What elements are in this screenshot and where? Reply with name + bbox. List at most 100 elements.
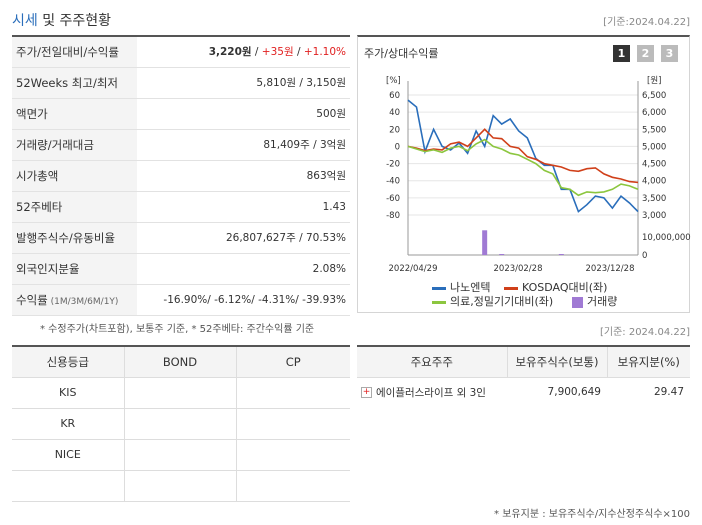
quote-row-price: 주가/전일대비/수익률 3,220원 / +35원 / +1.10% — [12, 37, 350, 68]
quote-label: 주가/전일대비/수익률 — [12, 37, 137, 67]
quote-row-foreign: 외국인지분율 2.08% — [12, 254, 350, 285]
agency-cell: KR — [12, 408, 124, 440]
table-row: NICE — [12, 439, 350, 471]
quote-label: 외국인지분율 — [12, 254, 137, 284]
quote-label: 52Weeks 최고/최저 — [12, 68, 137, 98]
legend-item: KOSDAQ대비(좌) — [504, 279, 607, 295]
volume-tick-label: 0 — [642, 251, 647, 261]
column-header: 주요주주 — [357, 346, 507, 378]
chart-page-2-button[interactable]: 2 — [637, 45, 654, 62]
quote-label: 액면가 — [12, 99, 137, 129]
legend-item: 나노엔텍 — [432, 279, 490, 295]
bond-cell — [123, 470, 236, 502]
left-tick-label: -40 — [386, 177, 400, 187]
volume-tick-label: 10,000,000 — [642, 233, 691, 243]
right-tick-label: 3,500 — [642, 194, 666, 204]
chart-page-3-button[interactable]: 3 — [661, 45, 678, 62]
column-header: 신용등급 — [12, 346, 124, 378]
left-axis-unit: [%] — [386, 76, 401, 86]
quote-value: 26,807,627주 / 70.53% — [225, 232, 346, 244]
column-header: 보유지분(%) — [606, 346, 690, 378]
bond-cell — [123, 439, 236, 471]
quote-row-market-cap: 시가총액 863억원 — [12, 161, 350, 192]
quote-value: 1.43 — [322, 201, 346, 213]
left-tick-label: 20 — [389, 125, 400, 135]
table-row: + 에이플러스라이프 외 3인 7,900,649 29.47 — [357, 377, 690, 407]
change-value: +35원 — [261, 46, 294, 58]
legend-item: 의료,정밀기기대비(좌) — [432, 293, 553, 309]
right-tick-label: 3,000 — [642, 211, 666, 221]
agency-cell: KIS — [12, 377, 124, 409]
x-tick-label: 2023/12/28 — [586, 264, 635, 274]
x-tick-label: 2022/04/29 — [389, 264, 438, 274]
bond-cell — [123, 408, 236, 440]
table-header-row: 주요주주 보유주식수(보통) 보유지분(%) — [357, 346, 690, 378]
quote-row-52weeks: 52Weeks 최고/최저 5,810원 / 3,150원 — [12, 68, 350, 99]
price-value: 3,220원 — [208, 46, 252, 58]
chart-panel: 주가/상대수익률 1 2 3 60 40 20 0 -20 -40 -60 -80 6,500 6… — [357, 35, 691, 313]
quote-label: 시가총액 — [12, 161, 137, 191]
section-title: 시세 및 주주현황 — [12, 13, 112, 29]
holder-base-date: [기준: 2024.04.22] — [599, 327, 690, 338]
holder-pct-cell: 29.47 — [653, 386, 684, 399]
table-row: KIS — [12, 377, 350, 409]
cp-cell — [235, 439, 350, 471]
quote-row-par-value: 액면가 500원 — [12, 99, 350, 130]
cp-cell — [235, 377, 350, 409]
right-tick-label: 5,500 — [642, 125, 666, 135]
cp-cell — [235, 408, 350, 440]
quote-label: 발행주식수/유동비율 — [12, 223, 137, 253]
quote-row-returns: 수익률 (1M/3M/6M/1Y) -16.90%/ -6.12%/ -4.31… — [12, 285, 350, 316]
agency-cell — [12, 470, 124, 502]
legend-swatch — [432, 300, 446, 304]
quote-row-shares: 발행주식수/유동비율 26,807,627주 / 70.53% — [12, 223, 350, 254]
left-tick-label: 60 — [389, 91, 400, 101]
column-header: 보유주식수(보통) — [506, 346, 607, 378]
left-tick-label: 0 — [395, 142, 400, 152]
x-tick-label: 2023/02/28 — [494, 264, 543, 274]
series-line — [407, 138, 639, 197]
left-tick-label: 40 — [389, 108, 400, 118]
quote-value: 3,220원 / +35원 / +1.10% — [208, 46, 346, 58]
section-header: 시세 및 주주현황 [기준:2024.04.22] — [12, 8, 690, 34]
column-header: BOND — [123, 346, 236, 378]
quote-value: 863억원 — [306, 170, 346, 182]
expand-plus-icon[interactable]: + — [361, 387, 372, 399]
left-tick-label: -20 — [386, 160, 400, 170]
quote-label: 수익률 (1M/3M/6M/1Y) — [12, 285, 137, 315]
legend-swatch — [572, 296, 583, 308]
volume-bar — [558, 254, 564, 255]
credit-rating-table: 신용등급 BOND CP KIS KR NICE — [12, 345, 350, 502]
right-tick-label: 6,000 — [642, 108, 666, 118]
base-date: [기준:2024.04.22] — [603, 17, 690, 28]
chart-page-1-button[interactable]: 1 — [613, 45, 630, 62]
column-header: CP — [235, 346, 350, 378]
holder-shares-cell: 7,900,649 — [547, 386, 601, 399]
major-shareholders-table: 주요주주 보유주식수(보통) 보유지분(%) + 에이플러스라이프 외 3인 7,… — [357, 345, 690, 525]
table-header-row: 신용등급 BOND CP — [12, 346, 350, 378]
rate-value: +1.10% — [303, 46, 346, 58]
left-tick-label: -80 — [386, 211, 400, 221]
legend-swatch — [504, 286, 518, 290]
quote-label: 52주베타 — [12, 192, 137, 222]
quote-value: 5,810원 / 3,150원 — [256, 77, 346, 89]
bond-cell — [123, 377, 236, 409]
quote-value: 81,409주 / 3억원 — [263, 139, 346, 151]
right-tick-label: 5,000 — [642, 142, 666, 152]
quote-value: 500원 — [316, 108, 346, 120]
quote-table: 주가/전일대비/수익률 3,220원 / +35원 / +1.10% 52Wee… — [12, 35, 350, 316]
quote-row-beta: 52주베타 1.43 — [12, 192, 350, 223]
legend-swatch — [432, 286, 446, 290]
volume-bar — [499, 254, 505, 255]
holder-name-cell[interactable]: + 에이플러스라이프 외 3인 — [361, 386, 486, 399]
table-row: KR — [12, 408, 350, 440]
chart-title: 주가/상대수익률 — [364, 47, 439, 60]
holder-footnote: * 보유지분 : 보유주식수/지수산정주식수×100 — [494, 509, 690, 520]
right-tick-label: 4,000 — [642, 177, 666, 187]
quote-label: 거래량/거래대금 — [12, 130, 137, 160]
quote-value: -16.90%/ -6.12%/ -4.31%/ -39.93% — [163, 294, 346, 306]
quote-value: 2.08% — [312, 263, 346, 275]
series-line — [407, 128, 639, 184]
left-tick-label: -60 — [386, 194, 400, 204]
series-line — [407, 99, 639, 213]
